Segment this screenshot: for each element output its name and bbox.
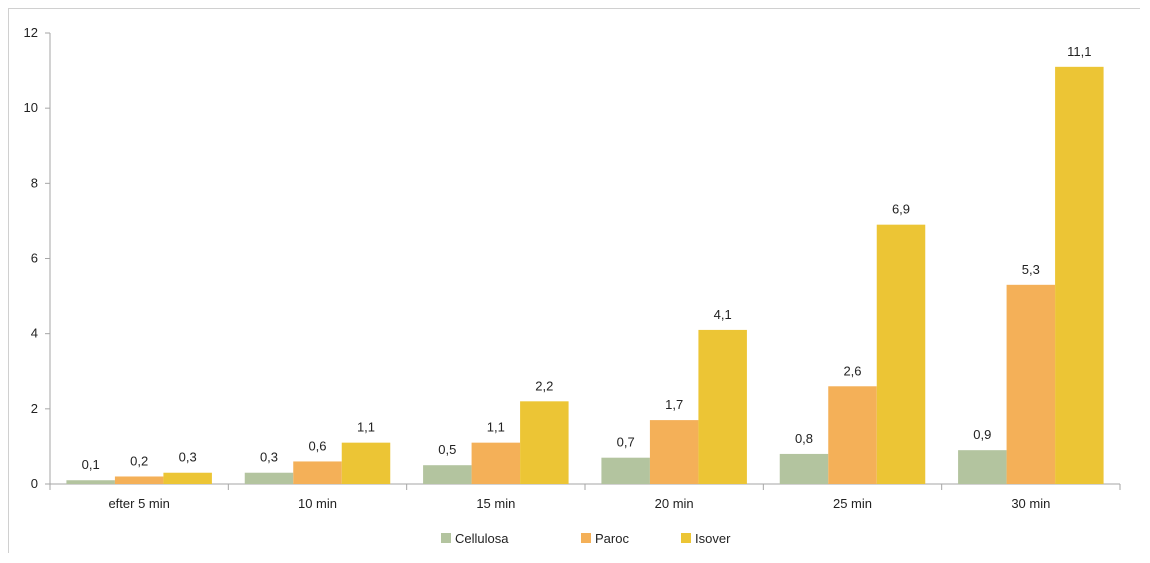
data-label: 6,9 — [892, 202, 910, 217]
bar-cellulosa-0 — [66, 480, 115, 484]
chart-frame — [8, 8, 1140, 553]
y-tick-label: 12 — [24, 25, 38, 40]
data-label: 11,1 — [1067, 44, 1091, 59]
x-tick-label: 10 min — [298, 496, 337, 511]
data-label: 5,3 — [1022, 262, 1040, 277]
bar-paroc-5 — [1006, 284, 1056, 484]
data-label: 0,5 — [438, 442, 456, 457]
bar-paroc-2 — [471, 442, 521, 484]
y-tick-label: 4 — [31, 326, 38, 341]
data-label: 0,2 — [130, 453, 148, 468]
data-label: 4,1 — [714, 307, 732, 322]
bar-paroc-4 — [828, 386, 877, 484]
bar-isover-1 — [341, 442, 391, 484]
data-label: 0,9 — [973, 427, 991, 442]
y-tick-label: 6 — [31, 251, 38, 266]
bar-cellulosa-5 — [958, 450, 1007, 484]
bar-cellulosa-1 — [244, 472, 294, 484]
bar-isover-5 — [1055, 66, 1104, 484]
y-tick-label: 2 — [31, 401, 38, 416]
y-tick-label: 10 — [24, 100, 38, 115]
bar-cellulosa-2 — [423, 465, 472, 484]
bar-isover-2 — [520, 401, 569, 484]
data-label: 1,7 — [665, 397, 683, 412]
x-tick-label: 20 min — [655, 496, 694, 511]
legend-swatch-paroc — [581, 533, 591, 543]
bar-isover-3 — [698, 329, 747, 484]
bar-isover-4 — [876, 224, 926, 485]
y-tick-label: 8 — [31, 175, 38, 190]
data-label: 0,6 — [308, 438, 326, 453]
bar-paroc-1 — [293, 461, 342, 484]
bar-cellulosa-4 — [779, 453, 829, 484]
legend-label-isover: Isover — [695, 531, 731, 546]
y-tick-label: 0 — [31, 476, 38, 491]
x-tick-label: 25 min — [833, 496, 872, 511]
bar-isover-0 — [163, 472, 212, 484]
data-label: 0,3 — [179, 450, 197, 465]
legend-label-paroc: Paroc — [595, 531, 629, 546]
data-label: 1,1 — [357, 420, 375, 435]
data-label: 2,2 — [535, 378, 553, 393]
data-label: 0,1 — [82, 457, 100, 472]
data-label: 1,1 — [487, 420, 505, 435]
legend-swatch-isover — [681, 533, 691, 543]
bar-cellulosa-3 — [601, 457, 650, 484]
data-label: 0,8 — [795, 431, 813, 446]
x-tick-label: 15 min — [476, 496, 515, 511]
data-label: 2,6 — [843, 363, 861, 378]
bar-paroc-0 — [114, 476, 164, 484]
legend-swatch-cellulosa — [441, 533, 451, 543]
legend-label-cellulosa: Cellulosa — [455, 531, 509, 546]
data-label: 0,3 — [260, 450, 278, 465]
data-label: 0,7 — [617, 435, 635, 450]
x-tick-label: 30 min — [1011, 496, 1050, 511]
x-tick-label: efter 5 min — [108, 496, 169, 511]
bar-paroc-3 — [649, 420, 699, 484]
